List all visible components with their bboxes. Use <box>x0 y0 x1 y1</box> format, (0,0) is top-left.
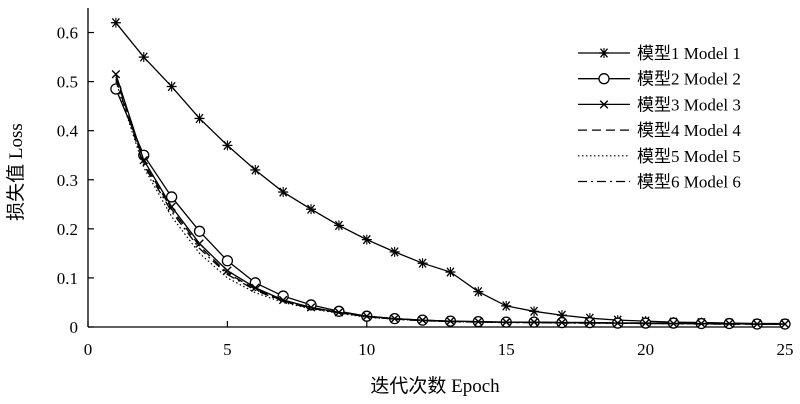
data-point <box>166 81 177 92</box>
legend-entry-1: 模型1 Model 1 <box>578 44 741 63</box>
series-line <box>115 78 785 325</box>
legend-marker <box>598 73 610 85</box>
y-axis-title: 损失值 Loss <box>5 123 27 221</box>
series-5 <box>115 81 785 325</box>
legend-entry-6: 模型6 Model 6 <box>578 173 741 192</box>
y-tick-label: 0 <box>70 318 79 337</box>
x-tick-label: 5 <box>223 340 232 359</box>
y-tick-label: 0.5 <box>57 73 78 92</box>
x-tick-label: 15 <box>498 340 515 359</box>
series-line <box>115 76 785 325</box>
series-group <box>110 17 791 330</box>
data-point <box>389 246 400 257</box>
data-point <box>250 164 261 175</box>
data-point <box>223 266 232 275</box>
x-tick-label: 10 <box>358 340 375 359</box>
data-point <box>138 52 149 63</box>
legend-label: 模型3 Model 3 <box>637 95 741 114</box>
series-6 <box>115 78 785 325</box>
legend-label: 模型1 Model 1 <box>637 44 741 63</box>
x-tick-label: 25 <box>777 340 794 359</box>
data-point <box>501 300 512 311</box>
data-point <box>473 286 484 297</box>
legend-entry-4: 模型4 Model 4 <box>578 121 741 140</box>
y-tick-label: 0.6 <box>57 24 78 43</box>
data-point <box>641 318 650 328</box>
legend-label: 模型5 Model 5 <box>637 147 741 166</box>
data-point <box>165 191 178 203</box>
data-point <box>417 258 428 269</box>
data-point <box>361 234 372 245</box>
x-tick-label: 20 <box>637 340 654 359</box>
legend: 模型1 Model 1 模型2 Model 2 模型3 Model 3 模型4 Mod… <box>578 44 741 192</box>
data-point <box>221 255 234 267</box>
legend-marker <box>599 48 609 58</box>
y-tick-label: 0.4 <box>57 122 79 141</box>
series-line <box>115 81 785 325</box>
data-point <box>306 303 316 312</box>
data-point <box>222 140 233 151</box>
data-point <box>194 113 205 124</box>
legend-entry-5: 模型5 Model 5 <box>578 147 741 166</box>
data-point <box>585 318 595 327</box>
data-point <box>193 225 206 237</box>
y-tick-label: 0.3 <box>57 171 78 190</box>
data-point <box>474 317 483 326</box>
series-4 <box>115 76 785 325</box>
data-point <box>195 239 204 248</box>
data-point <box>724 319 734 328</box>
data-point <box>110 17 121 28</box>
data-point <box>362 311 372 321</box>
data-point <box>250 283 260 293</box>
data-point <box>780 319 790 329</box>
data-point <box>333 220 344 231</box>
y-tick-label: 0.1 <box>57 269 78 288</box>
data-point <box>278 187 289 198</box>
data-point <box>167 202 176 212</box>
legend-entry-3: 模型3 Model 3 <box>578 95 741 114</box>
legend-entry-2: 模型2 Model 2 <box>578 70 741 89</box>
data-point <box>111 69 121 79</box>
data-point <box>306 204 317 215</box>
data-point <box>529 306 540 317</box>
data-point <box>445 267 456 278</box>
legend-label: 模型2 Model 2 <box>637 70 741 89</box>
x-tick-label: 0 <box>84 340 93 359</box>
axes: 0 5 10 15 20 25 0 0.1 0.2 0.3 0.4 0.5 0.6 <box>57 8 794 359</box>
legend-label: 模型4 Model 4 <box>637 121 741 140</box>
legend-label: 模型6 Model 6 <box>637 173 741 192</box>
legend-marker <box>599 100 609 109</box>
data-point <box>669 319 678 328</box>
y-tick-label: 0.2 <box>57 220 78 239</box>
data-point <box>529 317 539 327</box>
x-axis-title: 迭代次数 Epoch <box>370 375 500 397</box>
